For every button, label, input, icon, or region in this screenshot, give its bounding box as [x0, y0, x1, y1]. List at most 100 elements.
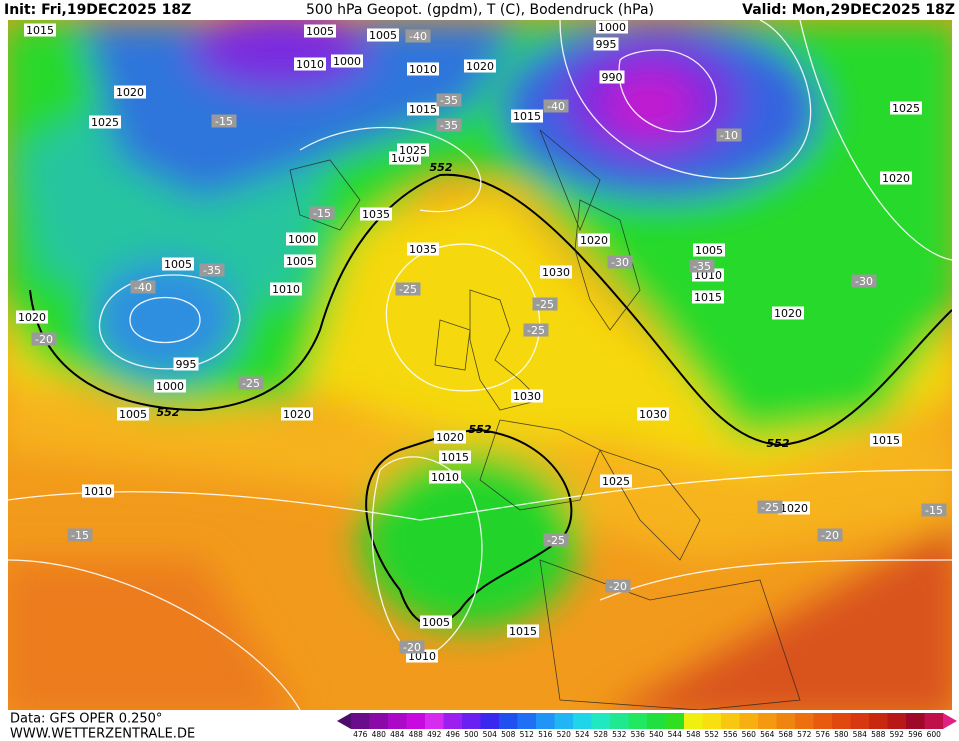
isobar-label-box [599, 70, 625, 84]
colorbar-box [795, 713, 814, 729]
isobar-label: 1030 [513, 390, 541, 403]
temperature-label-box [199, 263, 225, 277]
valid-label: Valid: Mon,29DEC2025 18Z [742, 2, 955, 18]
height-label: 552 [430, 161, 453, 174]
temperature-label-box [395, 282, 421, 296]
colorbar-box [924, 713, 944, 729]
colorbar-label: 512 [520, 730, 535, 739]
isobar-label: 1015 [441, 451, 469, 464]
isobar-label: 1030 [639, 408, 667, 421]
temperature-label: -25 [536, 298, 554, 311]
website: WWW.WETTERZENTRALE.DE [10, 727, 195, 741]
temperature-label: -35 [440, 94, 458, 107]
temperature-label: -15 [925, 504, 943, 517]
data-source: Data: GFS OPER 0.250° [10, 712, 162, 727]
isobar-label-box [778, 501, 810, 515]
colorbar-label: 576 [816, 730, 831, 739]
isobar-label-box [637, 407, 669, 421]
temperature-label: -20 [35, 333, 53, 346]
isobar-label: 1020 [466, 60, 494, 73]
temperature-label-box [716, 128, 742, 142]
isobar-label: 1020 [882, 172, 910, 185]
colorbar-box [665, 713, 685, 729]
isobar-label-box [540, 265, 572, 279]
temperature-label: -20 [609, 580, 627, 593]
colorbar-box [721, 713, 740, 729]
isobar-label-box [24, 23, 56, 37]
isobar-label-box [89, 115, 121, 129]
colorbar-label: 536 [631, 730, 646, 739]
isobar-label-box [286, 232, 318, 246]
temperature-label-box [607, 255, 633, 269]
isobar-label: 1020 [18, 311, 46, 324]
colorbar-box [499, 713, 518, 729]
colorbar-label: 552 [705, 730, 720, 739]
height-label: 552 [767, 437, 790, 450]
isobar-label-box [870, 433, 902, 447]
colorbar-label: 560 [742, 730, 757, 739]
colorbar-label: 516 [538, 730, 553, 739]
colorbar-box [369, 713, 389, 729]
isobar-label: 1020 [780, 502, 808, 515]
init-label: Init: Fri,19DEC2025 18Z [4, 2, 191, 18]
colorbar-box [480, 713, 500, 729]
isobar-label-box [284, 254, 316, 268]
colorbar-box [517, 713, 537, 729]
colorbar-label: 476 [353, 730, 368, 739]
colorbar-box [406, 713, 426, 729]
colorbar-box [684, 713, 703, 729]
isobar-label-box [281, 407, 313, 421]
isobar-label: 1010 [409, 63, 437, 76]
temperature-label-box [31, 332, 57, 346]
isobar-label: 1020 [774, 307, 802, 320]
temperature-label: -25 [527, 324, 545, 337]
isobar-label-box [162, 257, 194, 271]
isobar-label-box [407, 62, 439, 76]
colorbar-label: 488 [409, 730, 424, 739]
isobar-label: 1005 [164, 258, 192, 271]
isobar-label-box [420, 615, 452, 629]
colorbar-box [887, 713, 907, 729]
isobar-label: 1010 [431, 471, 459, 484]
map-title: 500 hPa Geopot. (gpdm), T (C), Bodendruc… [306, 2, 654, 18]
isobar-label-box [117, 407, 149, 421]
isobar-label: 1015 [694, 291, 722, 304]
temperature-label-box [309, 206, 335, 220]
temperature-label-box [543, 533, 569, 547]
isobar-label-box [578, 233, 610, 247]
isobar-label: 1010 [272, 283, 300, 296]
colorbar-box [647, 713, 666, 729]
colorbar-box [462, 713, 481, 729]
map: 1015 1005 1005 1000 995 1010 1000 1010 1020 990 10… [8, 20, 952, 710]
colorbar-label: 596 [908, 730, 923, 739]
colorbar-label: 528 [594, 730, 609, 739]
isobar-label: 1015 [26, 24, 54, 37]
isobar-label: 1005 [306, 25, 334, 38]
isobar-label-box [429, 470, 461, 484]
isobar-label-box [82, 484, 114, 498]
colorbar-label: 480 [372, 730, 387, 739]
colorbar-label: 500 [464, 730, 479, 739]
isobar-label: 995 [596, 38, 617, 51]
colorbar-box [906, 713, 925, 729]
temperature-label-box [211, 114, 237, 128]
colorbar-box [573, 713, 592, 729]
isobar-label-box [593, 37, 619, 51]
height-label: 552 [469, 423, 492, 436]
isobar-label: 1010 [296, 58, 324, 71]
isobar-label: 1005 [119, 408, 147, 421]
colorbar-label: 544 [668, 730, 683, 739]
colorbar-box [628, 713, 648, 729]
temperature-label-box [130, 280, 156, 294]
colorbar-label: 572 [797, 730, 812, 739]
temperature-label: -25 [399, 283, 417, 296]
temperature-label: -30 [855, 275, 873, 288]
temperature-label: -25 [242, 377, 260, 390]
isobar-label-box [596, 20, 628, 34]
colorbar-label: 584 [853, 730, 868, 739]
temperature-label: -25 [761, 501, 779, 514]
temperature-label: -40 [134, 281, 152, 294]
isobar-label-box [511, 389, 543, 403]
colorbar-box [869, 713, 888, 729]
isobar-label: 995 [176, 358, 197, 371]
